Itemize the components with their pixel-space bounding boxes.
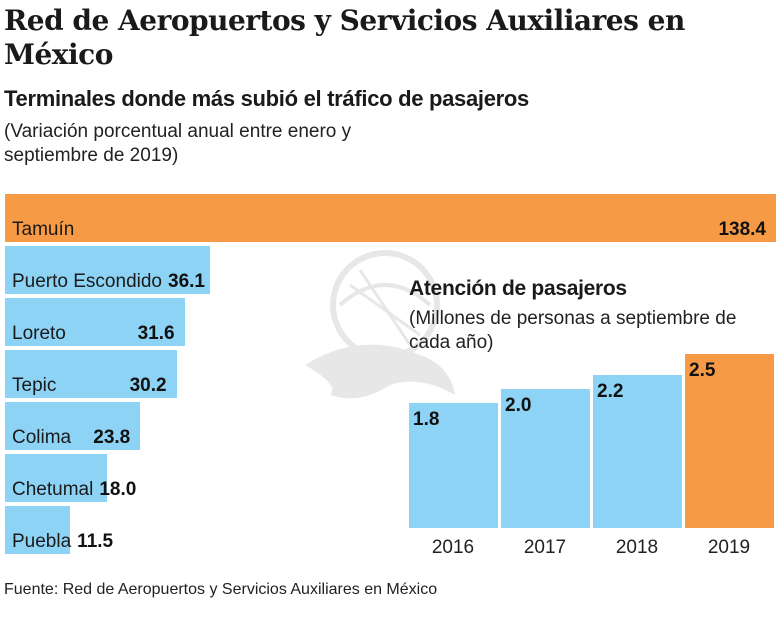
bar-value-label: 18.0: [99, 479, 137, 500]
bar-value-label: 23.8: [93, 427, 131, 448]
eagle-emblem-icon: [305, 250, 455, 399]
bar: [409, 402, 498, 528]
bar-category-label: Tamuín: [12, 219, 75, 240]
bar: [5, 194, 776, 242]
bar-value-label: 31.6: [137, 323, 175, 344]
bar: [685, 354, 774, 528]
bar-value-label: 11.5: [77, 531, 114, 552]
x-tick-label: 2017: [523, 537, 567, 558]
bar: [5, 454, 108, 502]
bar: [501, 388, 590, 528]
x-tick-label: 2019: [707, 537, 751, 558]
bar: [5, 402, 141, 450]
bar-value-label: 2.2: [597, 380, 624, 402]
subchart-title: Atención de pasajeros: [409, 277, 627, 300]
bar: [5, 298, 185, 346]
bar-category-label: Tepic: [12, 375, 57, 396]
bar-value-label: 1.8: [413, 408, 440, 430]
bar: [5, 246, 211, 294]
chart-title: Red de Aeropuertos y Servicios Auxiliare…: [4, 4, 685, 71]
bar-value-label: 36.1: [168, 271, 205, 292]
bar: [5, 350, 177, 398]
bar-category-label: Puerto Escondido: [12, 271, 162, 292]
bar-value-label: 2.5: [689, 360, 716, 381]
bar-value-label: 30.2: [129, 375, 167, 396]
bar-category-label: Colima: [12, 427, 72, 448]
bar: [593, 374, 682, 528]
bar-category-label: Puebla: [12, 531, 72, 552]
bar-category-label: Chetumal: [12, 479, 94, 500]
bar-category-label: Loreto: [12, 323, 66, 344]
bar-value-label: 2.0: [505, 394, 532, 416]
x-tick-label: 2018: [615, 537, 659, 558]
x-tick-label: 2016: [431, 537, 475, 558]
bar: [5, 506, 71, 554]
chart-note: (Variación porcentual anual entre enero …: [4, 121, 352, 166]
source-note: Fuente: Red de Aeropuertos y Servicios A…: [4, 581, 438, 598]
subchart-subtitle: (Millones de personas a septiembre de ca…: [409, 308, 737, 353]
bar-value-label: 138.4: [718, 219, 766, 240]
chart-subtitle: Terminales donde más subió el tráfico de…: [4, 86, 529, 111]
